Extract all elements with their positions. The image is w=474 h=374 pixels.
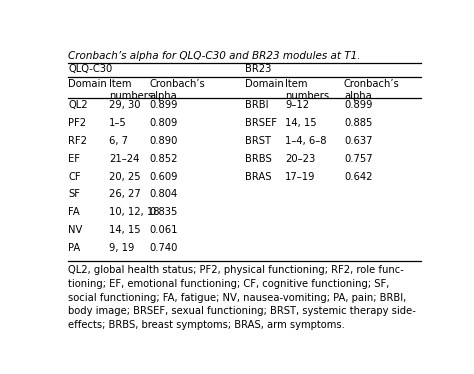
Text: 17–19: 17–19 — [285, 172, 316, 182]
Text: 21–24: 21–24 — [109, 154, 139, 164]
Text: 0.637: 0.637 — [344, 136, 373, 146]
Text: 0.740: 0.740 — [149, 243, 178, 253]
Text: effects; BRBS, breast symptoms; BRAS, arm symptoms.: effects; BRBS, breast symptoms; BRAS, ar… — [68, 320, 345, 330]
Text: QL2, global health status; PF2, physical functioning; RF2, role func-: QL2, global health status; PF2, physical… — [68, 265, 404, 275]
Text: Cronbach’s
alpha: Cronbach’s alpha — [149, 79, 205, 101]
Text: QL2: QL2 — [68, 100, 88, 110]
Text: BRSEF: BRSEF — [245, 118, 277, 128]
Text: tioning; EF, emotional functioning; CF, cognitive functioning; SF,: tioning; EF, emotional functioning; CF, … — [68, 279, 390, 289]
Text: Cronbach’s alpha for QLQ-C30 and BR23 modules at T1.: Cronbach’s alpha for QLQ-C30 and BR23 mo… — [68, 51, 361, 61]
Text: NV: NV — [68, 225, 83, 235]
Text: 26, 27: 26, 27 — [109, 190, 141, 199]
Text: 0.835: 0.835 — [149, 207, 178, 217]
Text: 0.757: 0.757 — [344, 154, 373, 164]
Text: 29, 30: 29, 30 — [109, 100, 140, 110]
Text: CF: CF — [68, 172, 81, 182]
Text: 14, 15: 14, 15 — [285, 118, 317, 128]
Text: 0.804: 0.804 — [149, 190, 177, 199]
Text: PF2: PF2 — [68, 118, 87, 128]
Text: 6, 7: 6, 7 — [109, 136, 128, 146]
Text: 0.899: 0.899 — [344, 100, 373, 110]
Text: BRST: BRST — [245, 136, 271, 146]
Text: 0.852: 0.852 — [149, 154, 178, 164]
Text: 0.609: 0.609 — [149, 172, 178, 182]
Text: Cronbach’s
alpha: Cronbach’s alpha — [344, 79, 400, 101]
Text: 9–12: 9–12 — [285, 100, 310, 110]
Text: 0.890: 0.890 — [149, 136, 178, 146]
Text: 0.642: 0.642 — [344, 172, 373, 182]
Text: 9, 19: 9, 19 — [109, 243, 134, 253]
Text: SF: SF — [68, 190, 81, 199]
Text: 0.061: 0.061 — [149, 225, 178, 235]
Text: Domain: Domain — [68, 79, 107, 89]
Text: social functioning; FA, fatigue; NV, nausea-vomiting; PA, pain; BRBI,: social functioning; FA, fatigue; NV, nau… — [68, 292, 407, 303]
Text: BRAS: BRAS — [245, 172, 271, 182]
Text: EF: EF — [68, 154, 81, 164]
Text: body image; BRSEF, sexual functioning; BRST, systemic therapy side-: body image; BRSEF, sexual functioning; B… — [68, 306, 416, 316]
Text: 1–5: 1–5 — [109, 118, 127, 128]
Text: 20, 25: 20, 25 — [109, 172, 140, 182]
Text: 20–23: 20–23 — [285, 154, 315, 164]
Text: Domain: Domain — [245, 79, 283, 89]
Text: BRBS: BRBS — [245, 154, 272, 164]
Text: 0.899: 0.899 — [149, 100, 178, 110]
Text: Item
numbers: Item numbers — [285, 79, 329, 101]
Text: QLQ-C30: QLQ-C30 — [68, 64, 113, 74]
Text: RF2: RF2 — [68, 136, 87, 146]
Text: 10, 12, 18: 10, 12, 18 — [109, 207, 159, 217]
Text: Item
numbers: Item numbers — [109, 79, 153, 101]
Text: 14, 15: 14, 15 — [109, 225, 140, 235]
Text: BRBI: BRBI — [245, 100, 268, 110]
Text: PA: PA — [68, 243, 81, 253]
Text: 0.809: 0.809 — [149, 118, 178, 128]
Text: 0.885: 0.885 — [344, 118, 372, 128]
Text: FA: FA — [68, 207, 80, 217]
Text: 1–4, 6–8: 1–4, 6–8 — [285, 136, 327, 146]
Text: BR23: BR23 — [245, 64, 271, 74]
